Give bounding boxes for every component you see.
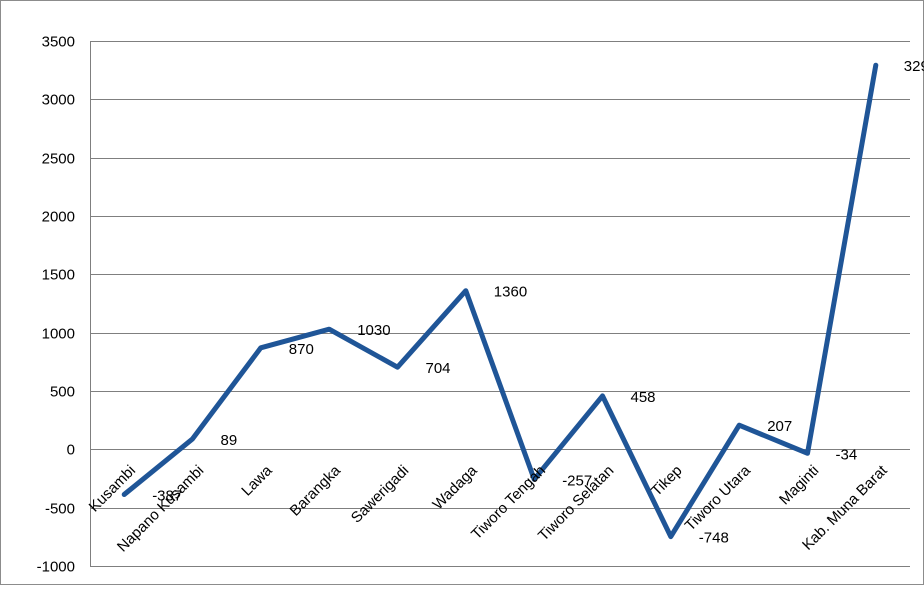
data-label: -257: [562, 472, 592, 489]
y-tick-label: 1000: [42, 326, 75, 343]
y-tick-label: 500: [50, 384, 75, 401]
data-label: -748: [699, 530, 729, 547]
series-line-layer: [121, 62, 879, 540]
data-label: -34: [836, 446, 858, 463]
data-label: 1030: [357, 322, 390, 339]
data-label: -387: [152, 488, 182, 505]
y-tick-label: 1500: [42, 267, 75, 284]
data-labels: -387 89 870 1030 704 1360 -257 458 -748 207 -34 329…: [152, 58, 924, 546]
y-tick-label: 2500: [42, 151, 75, 168]
y-tick-label: 2000: [42, 209, 75, 226]
data-label: 458: [631, 389, 656, 406]
y-tick-label: 0: [67, 442, 75, 459]
data-label: 870: [289, 341, 314, 358]
y-tick-label: -500: [45, 501, 75, 518]
data-label: 207: [767, 418, 792, 435]
data-label: 1360: [494, 284, 527, 301]
y-tick-label: -1000: [37, 559, 75, 576]
data-label: 3293: [904, 58, 924, 75]
y-axis-tick-labels: -1000 -500 0 500 1000 1500 2000 2500 3000 3500: [37, 34, 75, 576]
data-label: 704: [426, 360, 451, 377]
series-line: [121, 62, 879, 540]
y-tick-label: 3500: [42, 34, 75, 51]
y-tick-label: 3000: [42, 92, 75, 109]
gridlines: [90, 41, 910, 567]
data-label: 89: [221, 432, 238, 449]
